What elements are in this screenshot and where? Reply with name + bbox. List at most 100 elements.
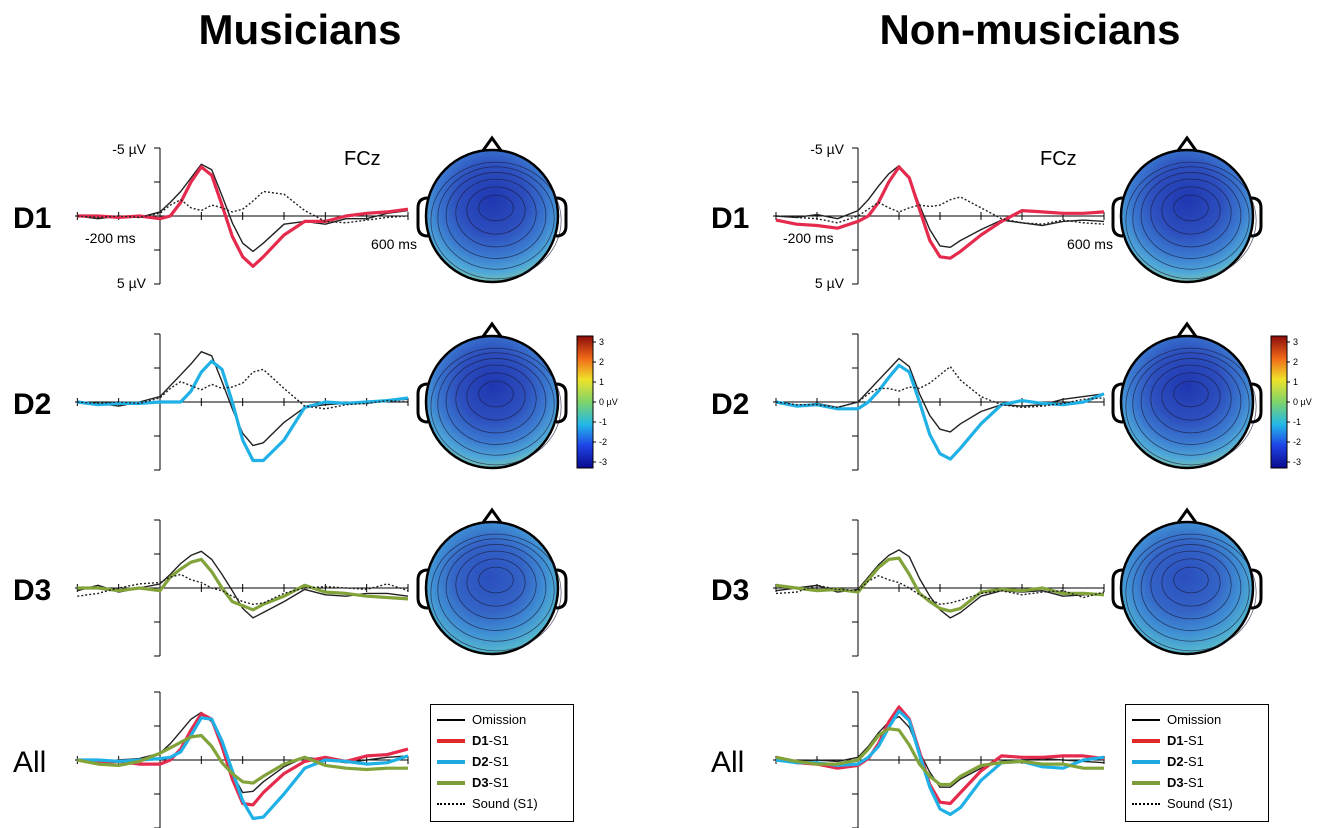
ear-left-icon [1111,196,1124,238]
x-label-end: 600 ms [1067,236,1113,252]
series-sound-s1- [775,196,1105,225]
legend-label: D3-S1 [1167,775,1204,790]
electrode-label: FCz [1040,148,1077,170]
legend-swatch [437,718,465,721]
colorbar-tick-label: -1 [599,417,607,427]
ear-left-icon [1111,568,1124,610]
ear-right-icon [555,196,568,238]
colorbar-tick-label: 2 [1293,357,1298,367]
nose-icon [480,507,504,525]
scalp-topography-map [1119,334,1255,470]
colorbar-tick-label: 1 [599,377,604,387]
ear-right-icon [1250,382,1263,424]
legend-item: Omission [437,709,567,730]
series-d3-s1 [77,557,409,612]
x-label-start: -200 ms [85,230,136,246]
legend-swatch [1132,802,1160,805]
series-d2-s1 [775,363,1105,461]
contour-line [1173,194,1209,222]
legend-item: Sound (S1) [437,793,567,814]
legend-swatch [437,802,465,805]
group-title-musicians: Musicians [198,6,402,53]
x-label-start: -200 ms [783,230,834,246]
legend-item: D1-S1 [1132,730,1262,751]
contour-line [455,364,537,434]
colorbar-tick-label: 0 µV [1293,397,1312,407]
contour-line [445,172,547,259]
legend-swatch [1132,738,1160,743]
y-label-pos: 5 µV [815,275,845,291]
ear-left-icon [416,568,429,610]
series-sound-s1- [77,368,409,410]
series-omission [775,715,1105,788]
legend-label: Omission [1167,712,1222,727]
row-label-d3: D3 [711,574,749,607]
contour-line [478,380,514,408]
row-label-d1: D1 [13,202,51,235]
colorbar-tick-label: -3 [599,457,607,467]
legend-label: Omission [472,712,527,727]
series-sound-s1- [77,573,409,605]
nose-icon [1175,507,1199,525]
legend-label: D2-S1 [472,754,509,769]
series-sound-s1- [77,190,409,224]
nose-icon [480,321,504,339]
y-label-neg: -5 µV [112,141,146,157]
row-label-all: All [13,746,46,779]
contour-line [445,544,547,631]
contour-line [455,550,537,620]
contour-line [430,161,562,280]
contour-line [466,186,526,235]
colorbar [576,335,594,469]
nose-icon [1175,321,1199,339]
contour-line [1161,558,1221,607]
ear-left-icon [416,382,429,424]
legend-non-musicians: Omission D1-S1 D2-S1 D3-S1 Sound (S1) [1125,704,1269,822]
colorbar-tick-label: 0 µV [599,397,618,407]
legend-swatch [1132,780,1160,785]
colorbar-tick-label: -2 [1293,437,1301,447]
contour-line [1140,544,1242,631]
contour-line [1140,172,1242,259]
row-label-d2: D2 [13,388,51,421]
colorbar-tick-label: -2 [599,437,607,447]
series-sound-s1- [775,365,1105,409]
legend-item: D2-S1 [437,751,567,772]
contour-line [455,178,537,248]
ear-right-icon [555,568,568,610]
legend-label: Sound (S1) [472,796,538,811]
nose-icon [480,135,504,153]
ear-left-icon [416,196,429,238]
contour-line [1161,372,1221,421]
series-d3-s1 [775,727,1104,787]
contour-line [1125,347,1257,466]
scalp-topography-map [424,148,560,284]
contour-line [1132,166,1250,270]
series-omission [77,550,409,619]
scalp-topography-map [424,334,560,470]
ear-right-icon [1250,568,1263,610]
series-sound-s1- [775,575,1105,605]
colorbar-tick-label: 2 [599,357,604,367]
legend-item: Sound (S1) [1132,793,1262,814]
row-label-all: All [711,746,744,779]
legend-label: Sound (S1) [1167,796,1233,811]
ear-right-icon [555,382,568,424]
series-d2-s1 [77,716,409,821]
legend-swatch [437,738,465,743]
contour-line [1125,533,1257,652]
contour-line [1173,566,1209,594]
contour-line [437,538,555,642]
contour-line [478,566,514,594]
contour-line [1150,550,1232,620]
legend-item: D3-S1 [437,772,567,793]
scalp-topography-map [1119,520,1255,656]
contour-line [1132,352,1250,456]
contour-line [1150,364,1232,434]
row-label-d1: D1 [711,202,749,235]
legend-swatch [437,780,465,785]
ear-right-icon [1250,196,1263,238]
series-d2-s1 [77,359,409,463]
contour-line [1150,178,1232,248]
contour-line [1132,538,1250,642]
